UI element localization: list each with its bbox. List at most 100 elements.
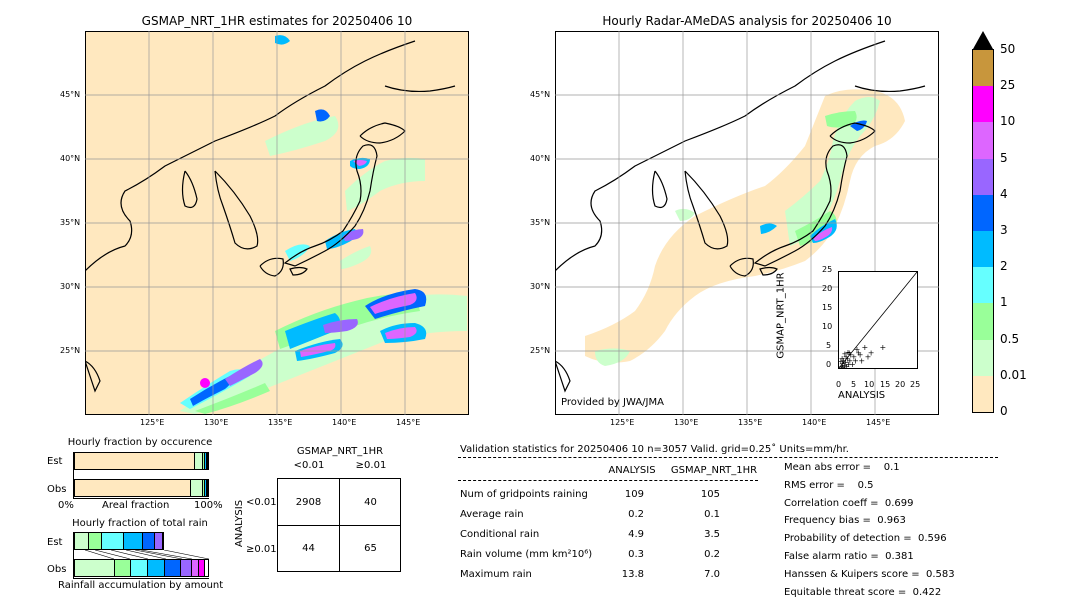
- colorbar-labels: 50 25 10 5 4 3 2 1 0.5 0.01 0: [1000, 40, 1060, 420]
- right-map-rain-areas: [585, 89, 905, 366]
- colorbar-label: 0.01: [1000, 367, 1027, 382]
- scatter-point: +: [845, 360, 852, 368]
- right-lon-tick: 125°E: [610, 418, 635, 427]
- validation-analysis: 0.3: [628, 549, 644, 560]
- scatter-point: +: [861, 343, 868, 352]
- left-lon-tick: 145°E: [396, 418, 421, 427]
- right-lat-tick: 45°N: [530, 90, 551, 99]
- right-lon-tick: 135°E: [738, 418, 763, 427]
- scatter-xtick: 15: [880, 380, 891, 389]
- scatter-ytick: 25: [822, 265, 833, 274]
- right-lat-tick: 35°N: [530, 218, 551, 227]
- validation-label: Average rain: [460, 509, 524, 520]
- scatter-point: +: [852, 356, 859, 365]
- colorbar-segment: [973, 267, 993, 304]
- occurrence-bar-obs: [74, 479, 209, 497]
- stacked-bar-segment: [206, 480, 208, 496]
- colorbar-segment: [973, 50, 993, 87]
- validation-sub-divider: [458, 480, 758, 481]
- left-lon-tick: 130°E: [204, 418, 229, 427]
- occurrence-x-right: 100%: [194, 500, 223, 511]
- scatter-ytick: 0: [826, 360, 832, 369]
- contingency-grid: 2908 40 44 65: [277, 478, 401, 572]
- scatter-y-axis: GSMAP_NRT_1HR: [776, 270, 796, 368]
- stacked-bar-segment: [123, 533, 143, 549]
- total-rain-row-label: Obs: [47, 564, 67, 575]
- stacked-bar-segment: [154, 533, 163, 549]
- scatter-point: +: [843, 352, 850, 361]
- scatter-point: +: [865, 352, 872, 361]
- stacked-bar-segment: [75, 533, 90, 549]
- colorbar-label: 0.5: [1000, 331, 1020, 346]
- scatter-ytick: 5: [826, 341, 832, 350]
- contingency-cell: 65: [364, 543, 377, 554]
- stacked-bar-segment: [198, 560, 206, 576]
- contingency-cell: 2908: [295, 497, 322, 508]
- right-lat-tick: 40°N: [530, 154, 551, 163]
- validation-analysis: 4.9: [628, 529, 644, 540]
- identity-line: [839, 272, 917, 368]
- left-lat-tick: 30°N: [60, 282, 81, 291]
- stacked-bar-segment: [142, 533, 155, 549]
- scatter-point: +: [868, 349, 875, 358]
- colorbar-label: 5: [1000, 150, 1008, 165]
- stacked-bar-segment: [102, 533, 124, 549]
- scatter-xtick: 25: [910, 380, 921, 389]
- validation-col-gsmap: GSMAP_NRT_1HR: [670, 465, 758, 476]
- colorbar-label: 3: [1000, 223, 1008, 237]
- scatter-point: +: [851, 352, 858, 361]
- scatter-point: +: [858, 356, 865, 365]
- scatter-point: +: [854, 345, 861, 354]
- scatter-point: +: [846, 356, 853, 365]
- contingency-row-header: ≥0.01: [246, 544, 277, 555]
- contingency-row-header: <0.01: [246, 497, 277, 508]
- scatter-point: +: [842, 358, 849, 367]
- validation-gsmap: 105: [700, 489, 720, 500]
- stacked-bar-segment: [75, 480, 191, 496]
- total-rain-connectors: [84, 550, 209, 559]
- validation-label: Maximum rain: [460, 569, 532, 580]
- validation-gsmap: 0.2: [704, 549, 720, 560]
- occurrence-title: Hourly fraction by occurence: [67, 437, 213, 448]
- colorbar-segments: [972, 49, 994, 413]
- colorbar-label: 2: [1000, 259, 1008, 274]
- scatter-xtick: 0: [836, 380, 842, 389]
- stacked-bar-segment: [165, 560, 182, 576]
- stacked-bar-segment: [181, 560, 192, 576]
- scatter-xtick: 20: [895, 380, 906, 389]
- stacked-bar-segment: [205, 453, 207, 469]
- total-rain-bar-obs: [74, 559, 209, 577]
- total-rain-axes: [73, 532, 209, 579]
- validation-header: Validation statistics for 20250406 10 n=…: [460, 444, 849, 455]
- validation-score: Correlation coeff = 0.699: [784, 497, 914, 509]
- scatter-point: +: [839, 357, 844, 366]
- left-lon-tick: 140°E: [332, 418, 357, 427]
- stacked-bar-segment: [206, 453, 208, 469]
- colorbar-segment: [973, 86, 993, 123]
- scatter-xtick: 5: [851, 380, 857, 389]
- colorbar-segment: [973, 231, 993, 268]
- validation-analysis: 0.2: [628, 509, 644, 520]
- total-rain-title: Hourly fraction of total rain: [72, 518, 208, 529]
- scatter-ytick: 10: [822, 322, 833, 331]
- scatter-point: +: [843, 362, 850, 368]
- scatter-xtick: 10: [864, 380, 875, 389]
- occurrence-axes: [73, 452, 209, 499]
- validation-gsmap: 7.0: [704, 569, 720, 580]
- scatter-point: +: [840, 356, 847, 365]
- scatter-point: +: [857, 351, 864, 360]
- scatter-point: +: [839, 362, 845, 368]
- occurrence-xlabel: Areal fraction: [102, 500, 170, 511]
- scatter-point: +: [845, 348, 852, 357]
- validation-score: Frequency bias = 0.963: [784, 515, 906, 527]
- colorbar-label: 1: [1000, 295, 1008, 310]
- total-rain-xlabel: Rainfall accumulation by amount: [58, 580, 224, 591]
- colorbar-segment: [973, 158, 993, 195]
- stacked-bar-segment: [202, 453, 206, 469]
- validation-col-analysis: ANALYSIS: [608, 465, 656, 476]
- scatter-plot: ++++++++++++++++++++++++++++: [839, 272, 917, 368]
- occurrence-row-label: Obs: [47, 484, 67, 495]
- colorbar-label: 10: [1000, 114, 1016, 129]
- contingency-row-label: ANALYSIS: [234, 499, 246, 548]
- colorbar-label: 50: [1000, 42, 1016, 56]
